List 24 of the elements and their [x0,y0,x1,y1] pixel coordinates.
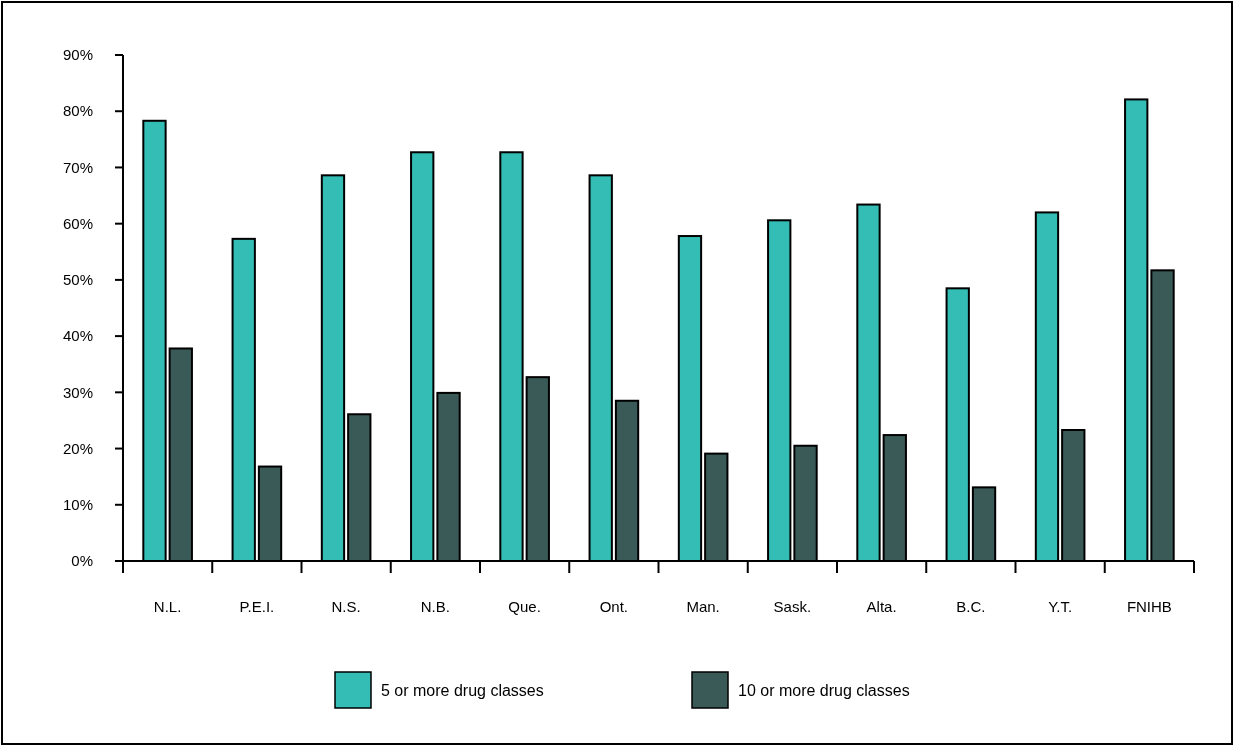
x-tick-label: N.S. [331,598,361,615]
x-tick-label: Man. [686,598,720,615]
y-tick-label: 60% [62,214,93,232]
legend-label: 10 or more drug classes [738,681,910,699]
x-tick-label: N.B. [420,598,450,615]
x-tick-label: Que. [508,598,541,615]
x-tick-label: Ont. [599,598,629,615]
y-tick-label: 30% [62,383,93,401]
x-tick-label: Y.T. [1048,598,1073,615]
y-tick-label: 90% [62,46,93,64]
x-tick-label: FNIHB [1126,598,1172,615]
y-tick-label: 70% [62,158,93,176]
legend-label: 5 or more drug classes [381,681,544,699]
x-tick-label: B.C. [956,598,986,615]
y-tick-label: 40% [62,327,93,345]
y-tick-label: 10% [62,496,93,514]
y-tick-label: 0% [71,552,93,570]
x-tick-label: P.E.I. [239,598,275,615]
x-tick-label: Sask. [773,598,812,615]
y-tick-label: 80% [62,102,93,120]
y-tick-label: 50% [62,271,93,289]
x-tick-label: N.L. [153,598,182,615]
x-tick-label: Alta. [866,598,897,615]
y-tick-label: 20% [62,439,93,457]
